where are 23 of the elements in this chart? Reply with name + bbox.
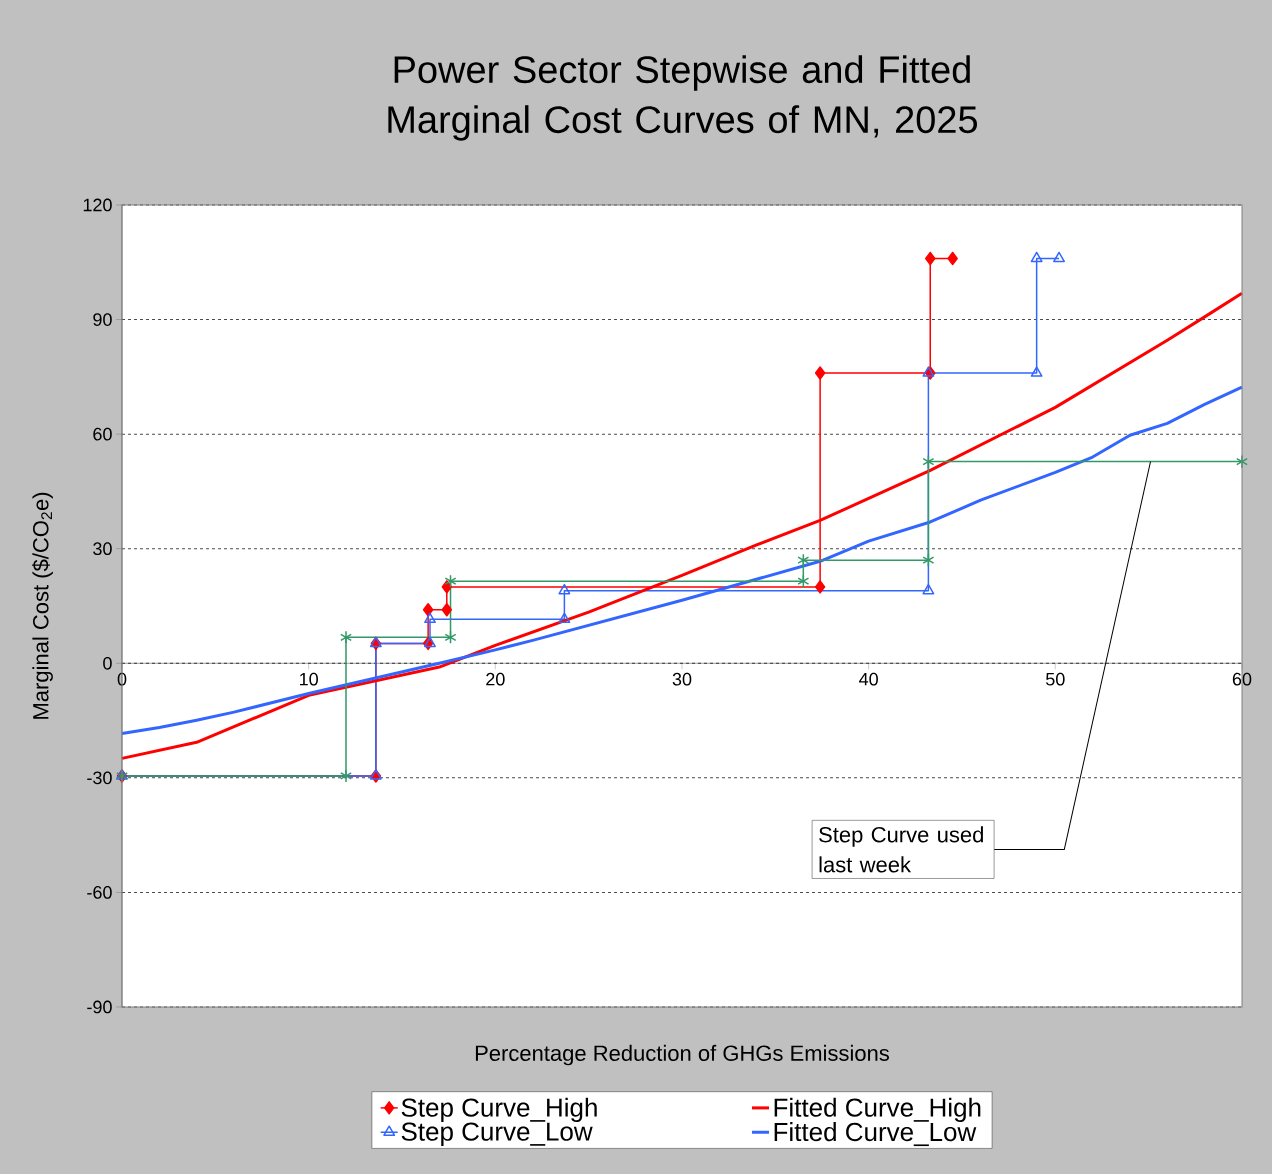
x-tick-label: 60 xyxy=(1232,672,1252,686)
x-tick-label: 30 xyxy=(672,672,692,686)
x-tick-label: 50 xyxy=(1046,672,1065,686)
chart-title: Power Sector Stepwise and Fitted Marginal Cost Curves of MN, 2025 xyxy=(388,55,978,141)
y-tick-label: 120 xyxy=(83,198,112,212)
y-tick-label: 90 xyxy=(93,313,112,326)
y-tick-label: 60 xyxy=(93,427,112,441)
legend-label: Fitted Curve_High xyxy=(774,1097,981,1122)
y-tick-label: 30 xyxy=(93,542,112,556)
y-tick-label: 0 xyxy=(103,656,112,670)
legend-label: Step Curve_High xyxy=(401,1097,597,1122)
x-axis-title: Percentage Reduction of GHGs Emissions xyxy=(475,1044,890,1066)
x-tick-label: 10 xyxy=(300,672,318,686)
y-axis-title: Marginal Cost ($/CO$_{2}$e) xyxy=(32,492,53,719)
x-tick-label: 0 xyxy=(117,672,127,686)
y-tick-label: -90 xyxy=(87,1000,112,1014)
x-tick-label: 40 xyxy=(859,672,878,686)
legend-label: Step Curve_Low xyxy=(401,1122,593,1146)
y-tick-label: -30 xyxy=(87,771,112,785)
y-tick-label: -60 xyxy=(87,886,112,899)
legend-label: Fitted Curve_Low xyxy=(774,1122,977,1147)
annotation: Step Curve used last week xyxy=(819,826,983,873)
x-tick-label: 20 xyxy=(486,672,505,686)
